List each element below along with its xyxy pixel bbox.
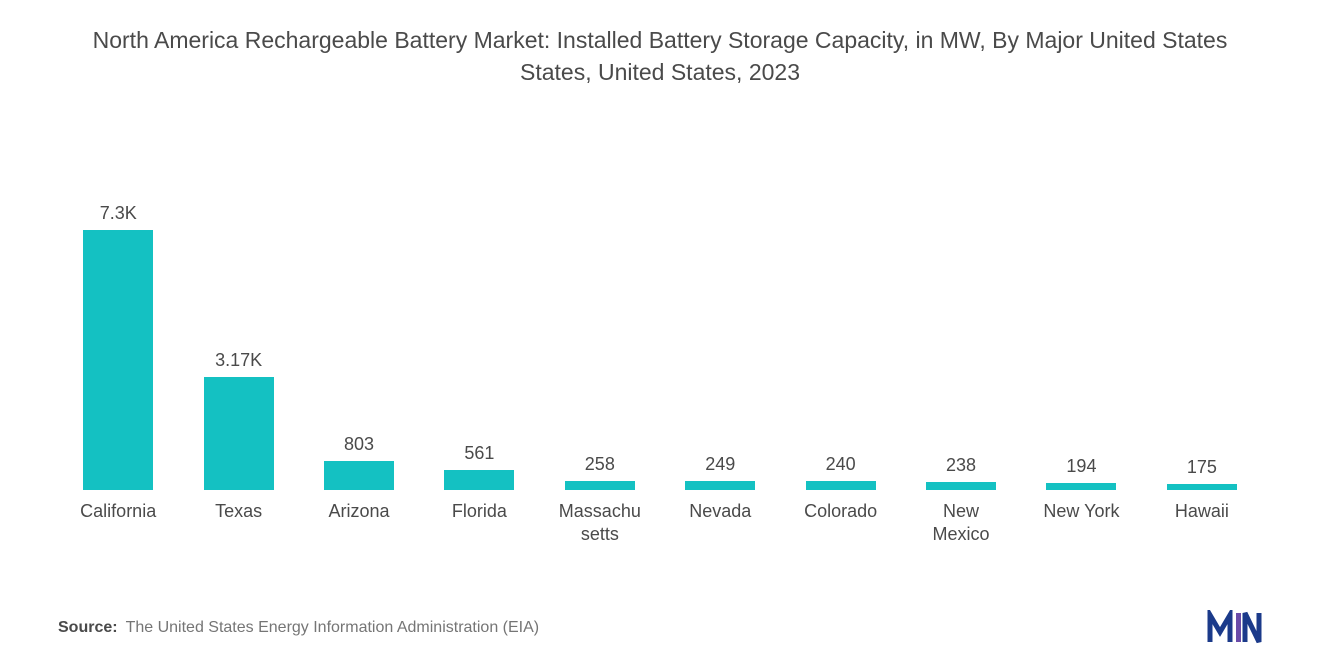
- bar-group: 249 Nevada: [660, 138, 780, 548]
- chart-title: North America Rechargeable Battery Marke…: [48, 24, 1272, 88]
- bar-group: 561 Florida: [419, 138, 539, 548]
- bar: [926, 482, 996, 490]
- bar-group: 803 Arizona: [299, 138, 419, 548]
- category-label: Colorado: [804, 500, 877, 548]
- bar: [204, 377, 274, 490]
- bar-value-label: 240: [826, 454, 856, 475]
- bar-group: 238 NewMexico: [901, 138, 1021, 548]
- source-value: The United States Energy Information Adm…: [126, 619, 540, 637]
- chart-container: North America Rechargeable Battery Marke…: [0, 0, 1320, 665]
- logo-icon: [1207, 610, 1262, 645]
- bar: [83, 230, 153, 490]
- category-label: Massachusetts: [559, 500, 641, 548]
- category-label: New York: [1043, 500, 1119, 548]
- category-label: Arizona: [329, 500, 390, 548]
- bar-value-label: 175: [1187, 457, 1217, 478]
- bar-group: 240 Colorado: [780, 138, 900, 548]
- bar-value-label: 803: [344, 434, 374, 455]
- source-label: Source:: [58, 619, 118, 637]
- category-label: Texas: [215, 500, 262, 548]
- bar-value-label: 249: [705, 454, 735, 475]
- bar-value-label: 258: [585, 454, 615, 475]
- category-label: NewMexico: [933, 500, 990, 548]
- source-text: Source: The United States Energy Informa…: [58, 619, 539, 637]
- bar: [1046, 483, 1116, 490]
- bar: [685, 481, 755, 490]
- bar: [565, 481, 635, 490]
- bar: [806, 481, 876, 490]
- bar: [1167, 484, 1237, 490]
- category-label: California: [80, 500, 156, 548]
- bar-value-label: 561: [464, 443, 494, 464]
- bar-group: 258 Massachusetts: [540, 138, 660, 548]
- category-label: Florida: [452, 500, 507, 548]
- bar: [444, 470, 514, 490]
- source-row: Source: The United States Energy Informa…: [48, 610, 1272, 645]
- bar-value-label: 3.17K: [215, 350, 262, 371]
- chart-area: 7.3K California 3.17K Texas 803 Arizona 561 Flo…: [48, 138, 1272, 548]
- category-label: Hawaii: [1175, 500, 1229, 548]
- bar-group: 3.17K Texas: [178, 138, 298, 548]
- bar-group: 7.3K California: [58, 138, 178, 548]
- category-label: Nevada: [689, 500, 751, 548]
- bar: [324, 461, 394, 490]
- bar-value-label: 238: [946, 455, 976, 476]
- bar-group: 175 Hawaii: [1142, 138, 1262, 548]
- bar-value-label: 7.3K: [100, 203, 137, 224]
- bar-value-label: 194: [1066, 456, 1096, 477]
- bar-group: 194 New York: [1021, 138, 1141, 548]
